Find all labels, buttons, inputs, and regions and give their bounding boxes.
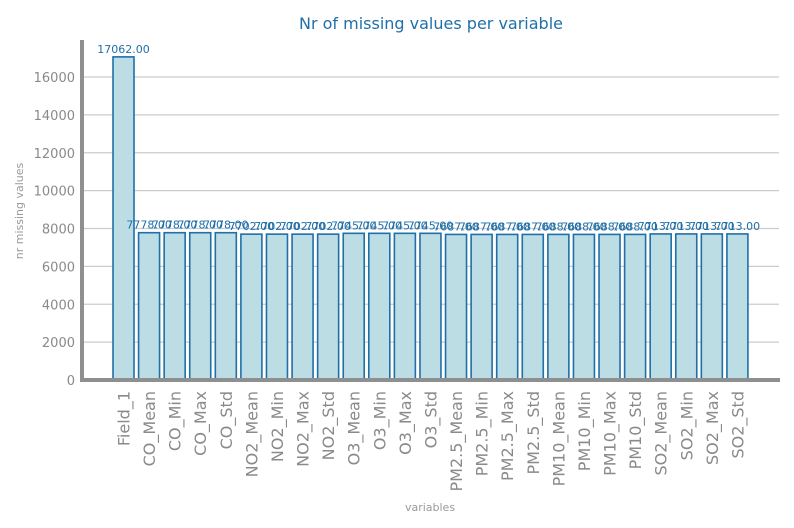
x-tick-label: O3_Std <box>421 391 441 448</box>
data-label: 7687.00 <box>510 220 556 233</box>
chart-title: Nr of missing values per variable <box>299 14 563 33</box>
bar-NO2_Max <box>291 233 314 381</box>
y-tick-label: 4000 <box>42 298 75 313</box>
x-tick-label: NO2_Std <box>319 391 339 460</box>
x-tick-label: NO2_Mean <box>242 391 262 477</box>
x-tick-label: PM10_Min <box>575 391 595 471</box>
x-tick-label: CO_Max <box>191 391 211 456</box>
x-tick-label: NO2_Max <box>294 391 314 467</box>
data-label: 7745.00 <box>331 219 377 232</box>
x-tick-label: O3_Min <box>370 391 390 450</box>
y-tick-label: 6000 <box>42 260 75 275</box>
x-tick-label: O3_Mean <box>345 391 365 465</box>
bar-CO_Min <box>163 231 186 381</box>
x-tick-label: PM2.5_Max <box>498 391 518 481</box>
bar-O3_Min <box>367 232 391 381</box>
bar-PM2.5_Mean <box>444 233 468 381</box>
data-label: 7778.00 <box>177 219 223 232</box>
data-label: 7702.00 <box>280 220 326 233</box>
bar-PM10_Mean <box>547 233 570 381</box>
data-label: 7713.00 <box>638 220 684 233</box>
y-tick-label: 0 <box>67 374 75 389</box>
data-label: 7688.00 <box>536 220 582 233</box>
data-label: 7713.00 <box>715 220 761 233</box>
data-label: 7713.00 <box>689 220 735 233</box>
x-tick-label: Field_1 <box>115 391 135 446</box>
data-label: 17062.00 <box>97 43 150 56</box>
data-label: 7745.00 <box>382 219 428 232</box>
x-tick-label: PM10_Mean <box>549 391 569 486</box>
data-label: 7702.00 <box>305 220 351 233</box>
bar-PM10_Min <box>572 233 596 381</box>
data-label: 7745.00 <box>357 219 403 232</box>
bar-NO2_Std <box>316 233 340 381</box>
bar-CO_Std <box>214 231 238 381</box>
x-tick-label: CO_Std <box>217 391 237 449</box>
x-tick-label: SO2_Min <box>677 391 697 460</box>
bar-PM2.5_Std <box>521 233 545 381</box>
bar-SO2_Mean <box>649 233 672 381</box>
data-labels: 17062.007778.007778.007778.007778.007702… <box>97 43 760 234</box>
bar-SO2_Min <box>674 233 698 381</box>
y-tick-label: 14000 <box>34 109 75 124</box>
data-label: 7687.00 <box>459 220 505 233</box>
data-label: 7702.00 <box>229 220 275 233</box>
data-label: 7688.00 <box>561 220 607 233</box>
x-tick-label: SO2_Std <box>728 391 748 459</box>
x-tick-label: PM2.5_Min <box>473 391 493 476</box>
x-tick-label: CO_Min <box>166 391 186 451</box>
y-tick-label: 8000 <box>42 223 75 238</box>
x-tick-label: SO2_Max <box>703 391 723 465</box>
y-tick-label: 16000 <box>34 71 75 86</box>
data-label: 7713.00 <box>664 220 710 233</box>
x-tick-label: SO2_Mean <box>652 391 672 476</box>
x-tick-label: NO2_Min <box>268 391 288 462</box>
data-label: 7745.00 <box>408 219 454 232</box>
bar-PM10_Std <box>623 233 647 381</box>
x-tick-label: O3_Max <box>396 391 416 455</box>
bar-O3_Std <box>419 232 442 381</box>
x-tick-label: PM10_Std <box>626 391 646 469</box>
bar-SO2_Std <box>726 233 749 381</box>
x-tick-label: PM10_Max <box>601 391 621 476</box>
y-tick-label: 12000 <box>34 147 75 162</box>
bar-CO_Mean <box>137 231 161 381</box>
bar-PM2.5_Max <box>495 233 519 381</box>
y-tick-label: 10000 <box>34 185 75 200</box>
data-label: 7778.00 <box>126 219 172 232</box>
data-label: 7688.00 <box>587 220 633 233</box>
data-label: 7702.00 <box>254 220 300 233</box>
bar-O3_Mean <box>342 232 366 381</box>
bar-PM10_Max <box>598 233 621 381</box>
bar-PM2.5_Min <box>470 233 493 381</box>
y-axis-label: nr missing values <box>13 162 26 259</box>
data-label: 7778.00 <box>152 219 198 232</box>
data-label: 7687.00 <box>484 220 530 233</box>
data-label: 7688.00 <box>612 220 658 233</box>
bar-CO_Max <box>188 231 212 381</box>
bar-O3_Max <box>393 232 417 381</box>
bar-NO2_Min <box>265 233 289 381</box>
y-tick-labels: 0 2000 4000 6000 8000 10000 12000 14000 16000 <box>34 71 75 389</box>
x-tick-labels: Field_1 CO_Mean CO_Min CO_Max CO_Std NO2_Mean… <box>115 391 749 492</box>
y-tick-label: 2000 <box>42 336 75 351</box>
x-tick-label: PM2.5_Std <box>524 391 544 474</box>
x-tick-label: PM2.5_Mean <box>447 391 467 492</box>
x-tick-label: CO_Mean <box>140 391 160 466</box>
bar-NO2_Mean <box>240 233 263 381</box>
bar-SO2_Max <box>700 233 724 381</box>
data-label: 7778.00 <box>203 219 249 232</box>
x-axis-label: variables <box>405 501 455 514</box>
data-label: 7687.00 <box>433 220 479 233</box>
